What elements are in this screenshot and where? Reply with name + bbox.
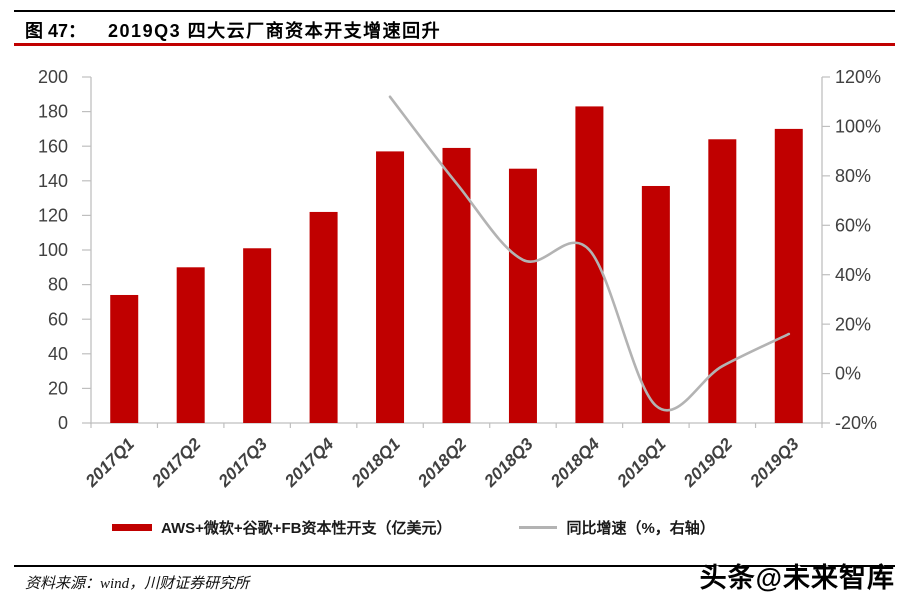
right-tick-label: 80% bbox=[835, 166, 871, 186]
left-tick-label: 120 bbox=[38, 206, 68, 226]
x-label-2017Q1: 2017Q1 bbox=[81, 434, 138, 491]
bar-2018Q3 bbox=[508, 168, 537, 423]
left-tick-label: 0 bbox=[58, 413, 68, 433]
left-tick-label: 160 bbox=[38, 136, 68, 156]
bar-2017Q2 bbox=[176, 267, 205, 423]
bar-2019Q2 bbox=[708, 139, 737, 423]
legend-label-growth: 同比增速（%，右轴） bbox=[566, 520, 715, 537]
chart-legend: AWS+微软+谷歌+FB资本性开支（亿美元） 同比增速（%，右轴） bbox=[112, 517, 715, 538]
bar-2017Q4 bbox=[309, 211, 338, 423]
bar-2019Q3 bbox=[774, 128, 803, 423]
legend-item-capex: AWS+微软+谷歌+FB资本性开支（亿美元） bbox=[112, 517, 451, 538]
x-label-2018Q3: 2018Q3 bbox=[480, 434, 537, 491]
left-tick-label: 80 bbox=[48, 275, 68, 295]
watermark: 头条@未来智库 bbox=[699, 563, 895, 593]
x-label-2017Q2: 2017Q2 bbox=[148, 434, 205, 491]
bar-2017Q3 bbox=[243, 248, 272, 423]
line-series-swatch bbox=[519, 526, 558, 529]
x-label-2019Q3: 2019Q3 bbox=[746, 434, 803, 491]
bar-series-swatch bbox=[112, 524, 152, 531]
right-tick-label: 60% bbox=[835, 215, 871, 235]
left-tick-label: 20 bbox=[48, 379, 68, 399]
title-underline bbox=[14, 43, 895, 46]
x-label-2017Q4: 2017Q4 bbox=[280, 434, 337, 491]
left-tick-label: 200 bbox=[38, 67, 68, 87]
left-tick-label: 60 bbox=[48, 309, 68, 329]
figure-title-text: 2019Q3 四大云厂商资本开支增速回升 bbox=[108, 21, 442, 41]
figure-title: 图 47： 2019Q3 四大云厂商资本开支增速回升 bbox=[25, 17, 441, 43]
right-tick-label: 40% bbox=[835, 265, 871, 285]
right-tick-label: -20% bbox=[835, 413, 877, 433]
left-tick-label: 140 bbox=[38, 171, 68, 191]
x-label-2018Q2: 2018Q2 bbox=[413, 434, 470, 491]
x-label-2019Q2: 2019Q2 bbox=[679, 434, 736, 491]
x-label-2017Q3: 2017Q3 bbox=[214, 434, 271, 491]
right-tick-label: 100% bbox=[835, 117, 881, 137]
left-tick-label: 40 bbox=[48, 344, 68, 364]
legend-item-growth: 同比增速（%，右轴） bbox=[519, 517, 715, 538]
right-tick-label: 120% bbox=[835, 67, 881, 87]
legend-label-capex: AWS+微软+谷歌+FB资本性开支（亿美元） bbox=[161, 520, 452, 537]
left-tick-label: 100 bbox=[38, 240, 68, 260]
right-tick-label: 20% bbox=[835, 314, 871, 334]
bottom-rule bbox=[14, 565, 895, 567]
source-note: 资料来源：wind，川财证券研究所 bbox=[25, 576, 250, 592]
bar-2019Q1 bbox=[641, 185, 670, 423]
bar-2018Q1 bbox=[376, 151, 405, 423]
bar-2018Q2 bbox=[442, 147, 471, 423]
top-rule bbox=[14, 10, 895, 12]
x-label-2018Q1: 2018Q1 bbox=[347, 434, 404, 491]
left-tick-label: 180 bbox=[38, 102, 68, 122]
figure-label: 图 47： bbox=[25, 21, 87, 41]
yoy-growth-line bbox=[388, 95, 791, 412]
x-label-2019Q1: 2019Q1 bbox=[613, 434, 670, 491]
bar-2017Q1 bbox=[110, 294, 139, 423]
right-tick-label: 0% bbox=[835, 364, 861, 384]
x-label-2018Q4: 2018Q4 bbox=[546, 434, 603, 491]
chart-canvas: 0 20 40 60 80 100 120 140 160 180 200 -20% 0% 20% 40% 6… bbox=[38, 67, 881, 491]
